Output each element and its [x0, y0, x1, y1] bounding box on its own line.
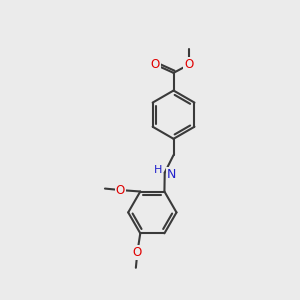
Text: O: O	[133, 246, 142, 259]
Text: O: O	[116, 184, 125, 196]
Text: H: H	[153, 165, 162, 175]
Text: N: N	[167, 168, 176, 181]
Text: O: O	[184, 58, 194, 71]
Text: O: O	[151, 58, 160, 71]
